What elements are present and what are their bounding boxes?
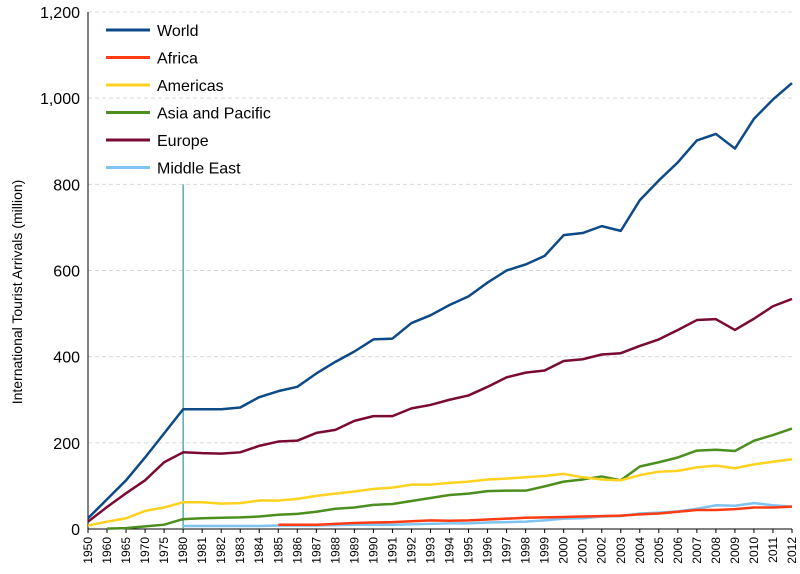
x-tick-label: 1988 bbox=[328, 537, 342, 564]
y-tick-label: 1,200 bbox=[40, 5, 80, 22]
y-tick-label: 0 bbox=[71, 522, 80, 539]
x-tick-label: 1993 bbox=[423, 537, 437, 564]
x-tick-label: 1992 bbox=[404, 537, 418, 564]
y-tick-label: 600 bbox=[53, 264, 80, 281]
legend-label-americas: Americas bbox=[157, 78, 224, 95]
x-tick-label: 1985 bbox=[271, 537, 285, 564]
y-axis: 0 200 400 600 800 1,000 1,200 bbox=[40, 5, 89, 539]
x-tick-label: 1960 bbox=[100, 537, 114, 564]
x-tick-label: 1995 bbox=[462, 537, 476, 564]
series-line-world bbox=[87, 82, 793, 520]
x-tick-label: 2000 bbox=[557, 537, 571, 564]
x-tick-label: 1987 bbox=[309, 537, 323, 564]
x-tick-label: 2012 bbox=[785, 537, 799, 564]
x-tick-label: 1984 bbox=[252, 537, 266, 564]
legend-label-middle-east: Middle East bbox=[157, 161, 241, 178]
x-tick-label: 2009 bbox=[728, 537, 742, 564]
x-tick-label: 2001 bbox=[576, 537, 590, 564]
x-tick-label: 1975 bbox=[157, 537, 171, 564]
x-tick-label: 1991 bbox=[385, 537, 399, 564]
legend-label-asia-and-pacific: Asia and Pacific bbox=[157, 106, 271, 123]
series-line-americas bbox=[87, 457, 793, 527]
x-tick-label: 1989 bbox=[347, 537, 361, 564]
x-tick-label: 1990 bbox=[366, 537, 380, 564]
x-tick-label: 2005 bbox=[652, 537, 666, 564]
x-tick-label: 1999 bbox=[538, 537, 552, 564]
legend-label-europe: Europe bbox=[157, 133, 209, 150]
legend: World Africa Americas Asia and Pacific Europ… bbox=[106, 23, 271, 178]
x-tick-label: 2004 bbox=[633, 537, 647, 564]
y-tick-label: 400 bbox=[53, 350, 80, 367]
x-tick-label: 2003 bbox=[614, 537, 628, 564]
y-tick-label: 800 bbox=[53, 177, 80, 194]
x-tick-label: 1970 bbox=[138, 537, 152, 564]
series-lines bbox=[87, 82, 793, 530]
x-tick-label: 1950 bbox=[81, 537, 95, 564]
x-tick-label: 1986 bbox=[290, 537, 304, 564]
x-tick-label: 1982 bbox=[214, 537, 228, 564]
legend-label-world: World bbox=[157, 23, 199, 40]
legend-label-africa: Africa bbox=[157, 51, 198, 68]
x-tick-label: 1994 bbox=[443, 537, 457, 564]
y-tick-label: 200 bbox=[53, 436, 80, 453]
series-line-europe bbox=[87, 297, 793, 523]
x-tick-label: 1981 bbox=[195, 537, 209, 564]
x-tick-label: 1998 bbox=[519, 537, 533, 564]
x-tick-label: 2010 bbox=[747, 537, 761, 564]
gridlines bbox=[88, 11, 792, 444]
x-tick-label: 1965 bbox=[119, 537, 133, 564]
x-axis: 1950 1960 1965 1970 1975 1980 1981 1982 1983 1984… bbox=[81, 528, 799, 564]
y-axis-label: International Tourist Arrivals (million) bbox=[9, 180, 25, 405]
x-tick-label: 1983 bbox=[233, 537, 247, 564]
x-tick-label: 1997 bbox=[500, 537, 514, 564]
series-line-africa bbox=[278, 505, 793, 526]
x-tick-label: 2002 bbox=[595, 537, 609, 564]
series-line-asia-and-pacific bbox=[107, 427, 793, 530]
x-tick-label: 2011 bbox=[766, 537, 780, 563]
x-tick-label: 1996 bbox=[481, 537, 495, 564]
y-tick-label: 1,000 bbox=[40, 91, 80, 108]
x-tick-label: 1980 bbox=[176, 537, 190, 564]
x-tick-label: 2006 bbox=[671, 537, 685, 564]
x-tick-label: 2008 bbox=[709, 537, 723, 564]
x-tick-label: 2007 bbox=[690, 537, 704, 564]
